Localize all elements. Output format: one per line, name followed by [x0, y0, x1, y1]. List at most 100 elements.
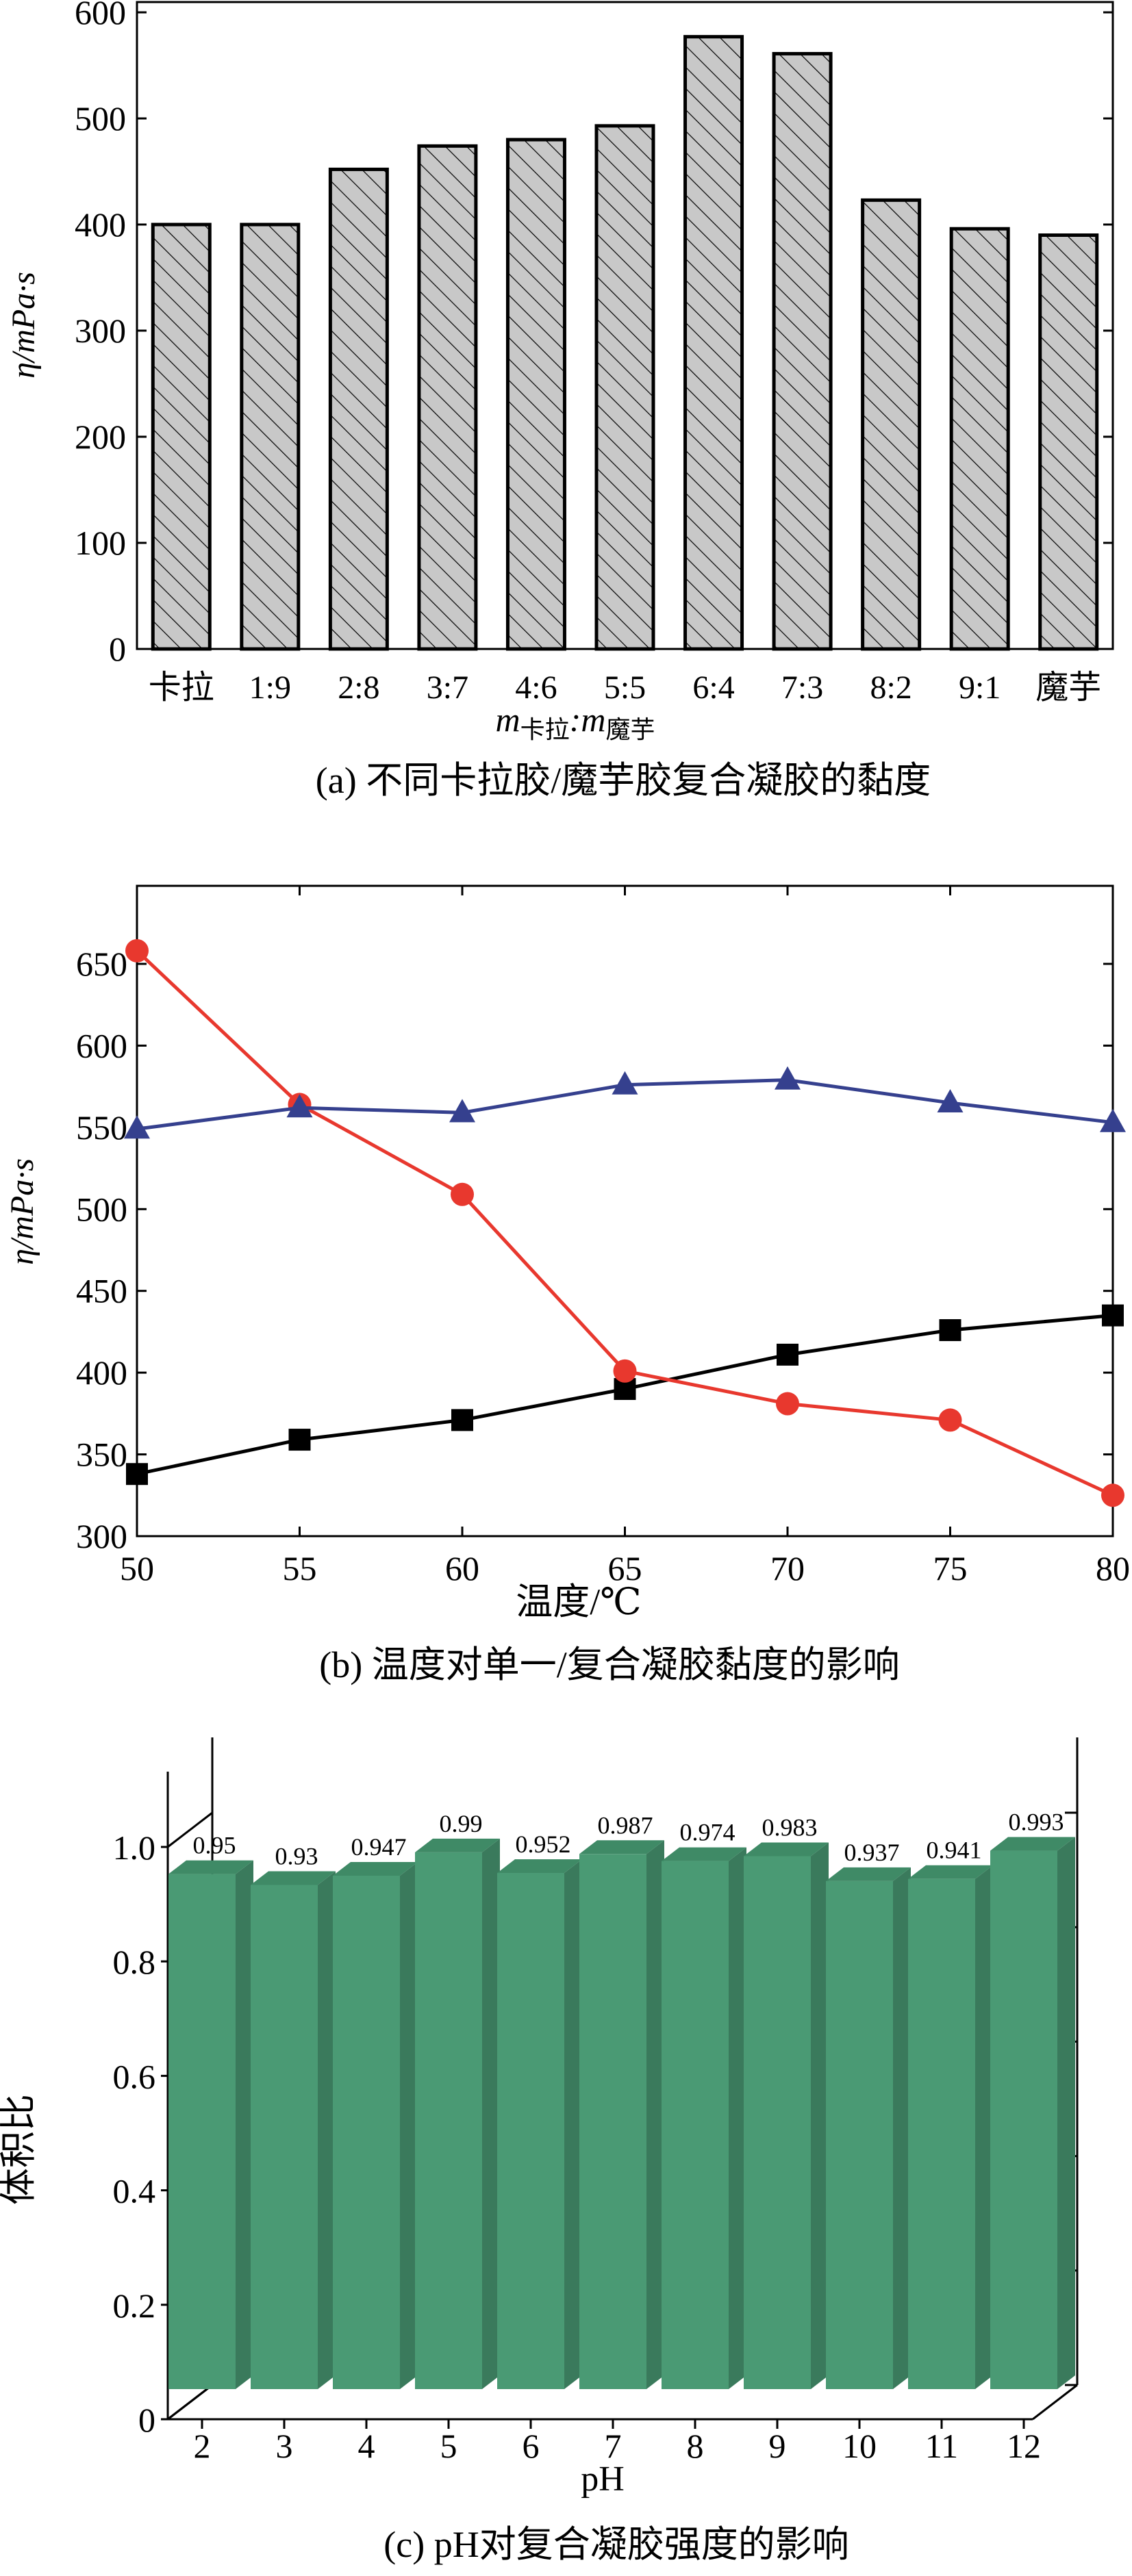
bar-side	[646, 1840, 664, 2389]
y-tick-label: 350	[76, 1436, 127, 1474]
bar-side	[482, 1838, 500, 2389]
x-tick-label: 5	[440, 2427, 457, 2465]
bar-front	[415, 1852, 482, 2389]
chart-b-frame	[136, 884, 1114, 1538]
x-tick-label: 75	[933, 1549, 968, 1587]
x-tick-label: 11	[925, 2427, 958, 2465]
series-2-point	[125, 939, 149, 962]
bar-side	[893, 1867, 911, 2389]
y-tick-label: 300	[76, 1517, 127, 1555]
x-tick-label: 7	[605, 2427, 622, 2465]
x-tick-label: 50	[120, 1549, 154, 1587]
x-tick-label: 80	[1096, 1549, 1130, 1587]
y-tick-label: 450	[76, 1272, 127, 1310]
y-tick-label: 500	[75, 99, 126, 138]
x-tick-label: 9	[769, 2427, 786, 2465]
chart-a-x-sub-2: 魔芋	[605, 716, 655, 743]
y-tick-label: 0.2	[113, 2286, 156, 2325]
series-2-point	[776, 1392, 799, 1416]
floor-right-edge	[1032, 2384, 1078, 2421]
bar	[1038, 233, 1099, 651]
bar-data-label: 0.947	[351, 1833, 407, 1861]
y-tick-label: 550	[76, 1108, 127, 1147]
x-tick-label: 9:1	[959, 669, 1001, 706]
series-3-point	[449, 1099, 475, 1123]
y-tick-label: 650	[76, 945, 127, 983]
x-tick-label: 2:8	[338, 669, 379, 706]
y-tick-label: 600	[76, 1026, 127, 1064]
y-tick-label: 0.4	[113, 2172, 156, 2210]
chart-c-y-axis: 0 0.2 0.4 0.6 0.8 1.0	[113, 1811, 1077, 2439]
x-tick-label: 7:3	[781, 669, 823, 706]
y-tick-label: 300	[75, 311, 126, 350]
bar-top	[826, 1867, 911, 1881]
chart-a-x-sub-1: 卡拉	[520, 716, 570, 743]
bar-front	[990, 1850, 1057, 2389]
bar	[683, 35, 744, 651]
chart-b-y-label: η/mPa·s	[4, 1158, 40, 1265]
series-3-point	[1100, 1108, 1126, 1132]
bar-top	[662, 1847, 746, 1861]
x-tick-label: 4	[358, 2427, 375, 2465]
x-tick-label: 8:2	[870, 669, 911, 706]
bar	[328, 167, 389, 651]
bar-side	[564, 1859, 582, 2389]
series-1-point	[288, 1429, 311, 1451]
y-tick-label: 400	[76, 1353, 127, 1392]
series-line-2	[136, 949, 1114, 1497]
series-1-point	[126, 1463, 148, 1485]
bar-top	[908, 1865, 993, 1879]
x-tick-label: 65	[608, 1549, 642, 1587]
x-tick-label: 4:6	[515, 669, 557, 706]
y-tick-label: 400	[75, 205, 126, 244]
y-tick-label: 0.6	[113, 2057, 156, 2095]
bar-top	[415, 1838, 500, 1852]
series-3-point	[286, 1094, 313, 1118]
bar-top	[579, 1840, 664, 1854]
y-tick-label: 1.0	[113, 1828, 156, 1867]
chart-a: 0 100 200 300 400 500 600 卡拉 1:9 2:8 3:7 4:6 5:5 6:4…	[5, 0, 1114, 801]
chart-c-x-label: pH	[581, 2460, 625, 2499]
series-1-point	[939, 1319, 961, 1342]
x-tick-label: 10	[842, 2427, 877, 2465]
chart-a-x-axis: 卡拉 1:9 2:8 3:7 4:6 5:5 6:4 7:3 8:2 9:1 魔芋	[149, 669, 1101, 706]
chart-c-y-label: 体积比	[0, 2094, 39, 2205]
y-grid-diag	[167, 2384, 213, 2421]
series-2-point	[613, 1359, 637, 1383]
y-tick-label: 600	[75, 0, 126, 31]
chart-a-caption: (a) 不同卡拉胶/魔芋胶复合凝胶的黏度	[316, 760, 931, 801]
series-2-point	[451, 1182, 474, 1206]
bar-top	[333, 1861, 418, 1876]
series-3-point	[937, 1089, 964, 1113]
x-tick-label: 卡拉	[149, 669, 214, 706]
chart-b-x-label: 温度/℃	[516, 1581, 641, 1622]
bar-top	[251, 1871, 336, 1885]
chart-b-series	[124, 939, 1126, 1507]
bar	[594, 124, 655, 651]
x-tick-label: 魔芋	[1035, 669, 1101, 706]
x-tick-label: 55	[283, 1549, 317, 1587]
bar-data-label: 0.93	[275, 1842, 318, 1870]
series-1-point	[1102, 1304, 1124, 1327]
chart-a-x-sep: :	[570, 700, 581, 739]
bar-data-label: 0.937	[844, 1839, 900, 1866]
bar-front	[908, 1878, 975, 2389]
x-tick-label: 8	[687, 2427, 704, 2465]
bar-data-label: 0.941	[927, 1837, 982, 1864]
bar-front	[579, 1854, 646, 2389]
bar	[151, 222, 212, 651]
x-tick-label: 1:9	[249, 669, 291, 706]
x-tick-label: 3:7	[427, 669, 468, 706]
chart-a-bars	[151, 35, 1099, 651]
x-tick-label: 70	[770, 1549, 805, 1587]
series-2-point	[1101, 1483, 1124, 1507]
chart-b-y-axis: 300 350 400 450 500 550 600 650	[76, 945, 1113, 1555]
series-3-point	[775, 1066, 801, 1090]
bar-data-label: 0.974	[680, 1819, 735, 1846]
bar-top	[990, 1837, 1075, 1851]
bar-top	[168, 1860, 253, 1874]
bar-side	[811, 1842, 829, 2389]
y-tick-label: 500	[76, 1190, 127, 1228]
